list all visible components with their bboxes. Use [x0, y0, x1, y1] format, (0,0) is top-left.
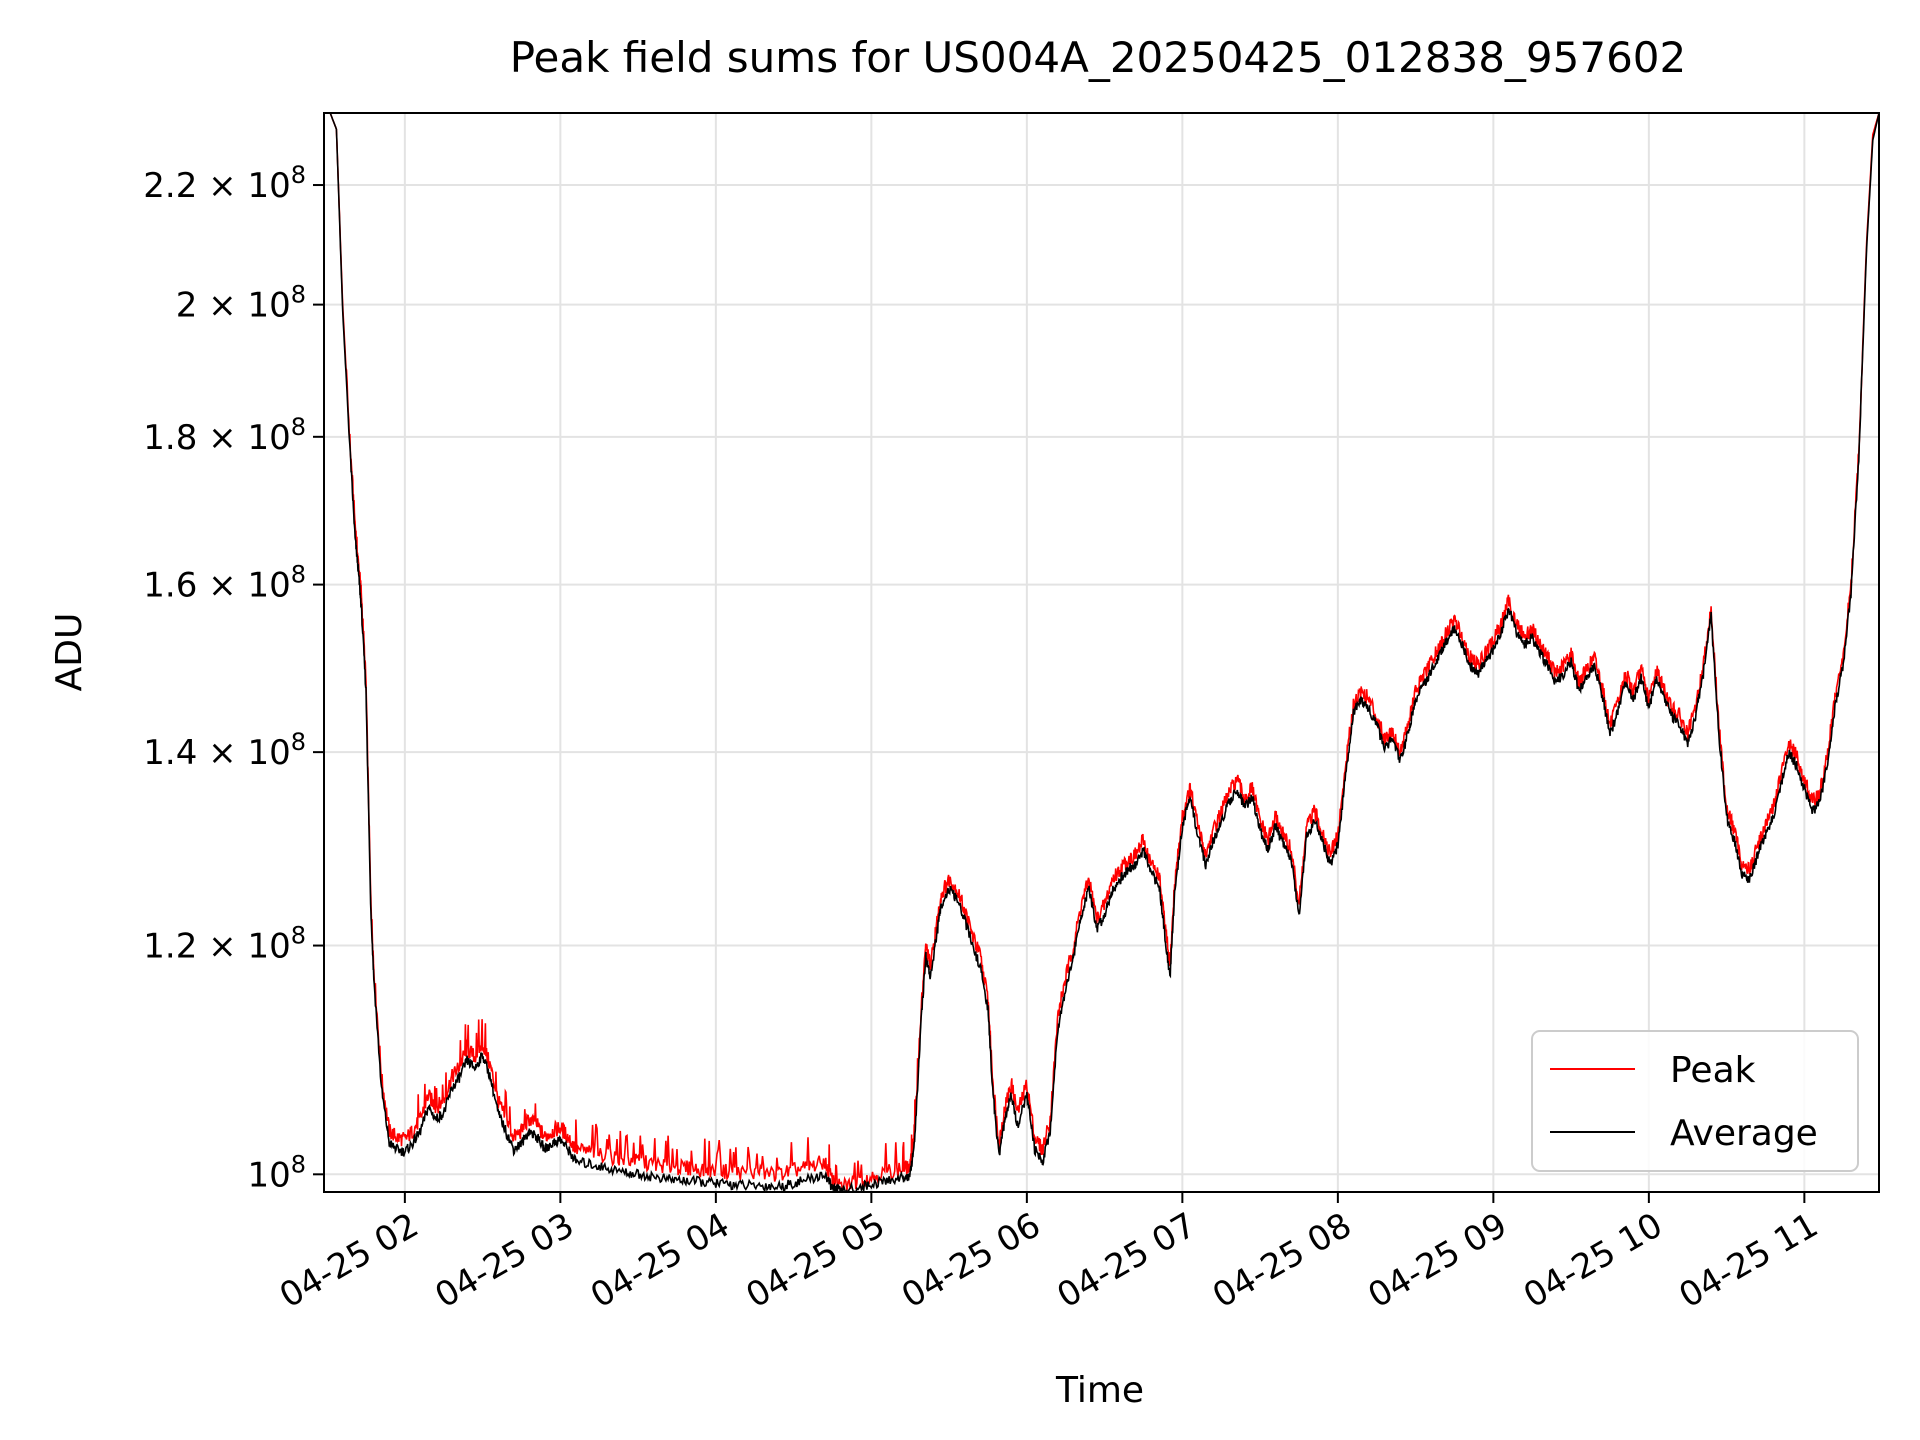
y-tick-label: 1.4 × 108: [143, 728, 306, 773]
y-tick-mantissa: 1.2 × 10: [143, 927, 290, 967]
y-tick-mantissa: 1.6 × 10: [143, 566, 290, 606]
plot-frame: [323, 112, 1880, 1193]
y-tick-mantissa: 2 × 10: [176, 286, 291, 326]
y-tick-mantissa: 1.8 × 10: [143, 418, 290, 458]
y-tick-label: 2.2 × 108: [143, 161, 306, 206]
y-tick-mantissa: 10: [247, 1155, 290, 1195]
x-axis-label: Time: [1055, 1370, 1144, 1411]
y-tick-exponent: 8: [291, 413, 306, 441]
y-tick-mantissa: 1.4 × 10: [143, 733, 290, 773]
y-tick-label: 108: [247, 1150, 306, 1195]
y-tick-label: 1.8 × 108: [143, 413, 306, 458]
y-tick-exponent: 8: [291, 561, 306, 589]
y-tick-exponent: 8: [291, 728, 306, 756]
legend-label-average: Average: [1670, 1113, 1818, 1154]
legend: Peak Average: [1531, 1030, 1859, 1172]
y-tick-exponent: 8: [291, 1150, 306, 1178]
y-axis-label: ADU: [49, 613, 90, 692]
y-tick-label: 1.2 × 108: [143, 922, 306, 967]
series-line-peak: [324, 113, 1879, 1191]
chart-title: Peak field sums for US004A_20250425_0128…: [510, 33, 1687, 82]
y-tick-exponent: 8: [291, 281, 306, 309]
legend-label-peak: Peak: [1670, 1050, 1756, 1091]
y-tick-label: 1.6 × 108: [143, 561, 306, 606]
legend-box: [1531, 1030, 1859, 1172]
grid-lines: [324, 113, 1879, 1192]
y-tick-exponent: 8: [291, 161, 306, 189]
y-tick-label: 2 × 108: [176, 281, 306, 326]
series-line-average: [324, 113, 1879, 1192]
plot-series: [324, 113, 1879, 1192]
y-tick-exponent: 8: [291, 922, 306, 950]
y-tick-mantissa: 2.2 × 10: [143, 166, 290, 206]
